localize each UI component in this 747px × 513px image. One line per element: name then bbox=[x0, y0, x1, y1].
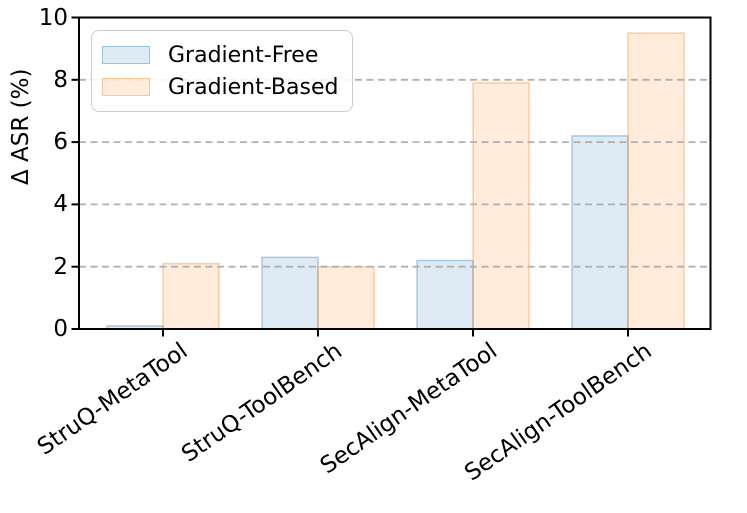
legend: Gradient-Free Gradient-Based bbox=[91, 30, 354, 112]
y-tick-label: 8 bbox=[53, 66, 68, 93]
bar bbox=[261, 256, 319, 330]
bar bbox=[162, 262, 220, 330]
bar bbox=[627, 32, 685, 330]
bar bbox=[571, 135, 629, 330]
legend-label-gradient-free: Gradient-Free bbox=[168, 42, 319, 68]
y-tick-label: 10 bbox=[38, 4, 68, 31]
bar bbox=[317, 265, 375, 330]
legend-label-gradient-based: Gradient-Based bbox=[168, 74, 339, 100]
legend-item-gradient-free: Gradient-Free bbox=[102, 39, 338, 71]
y-axis-label: Δ ASR (%) bbox=[8, 68, 34, 185]
plot-border bbox=[78, 16, 712, 330]
y-tick-label: 0 bbox=[53, 316, 68, 342]
y-tick-label: 6 bbox=[53, 129, 68, 156]
bar bbox=[472, 82, 530, 330]
y-tick-label: 4 bbox=[53, 191, 68, 218]
legend-item-gradient-based: Gradient-Based bbox=[102, 71, 338, 103]
y-tick-label: 2 bbox=[53, 253, 68, 280]
bar bbox=[416, 259, 474, 330]
gradient-based-swatch-icon bbox=[102, 78, 150, 96]
gradient-free-swatch-icon bbox=[102, 46, 150, 64]
